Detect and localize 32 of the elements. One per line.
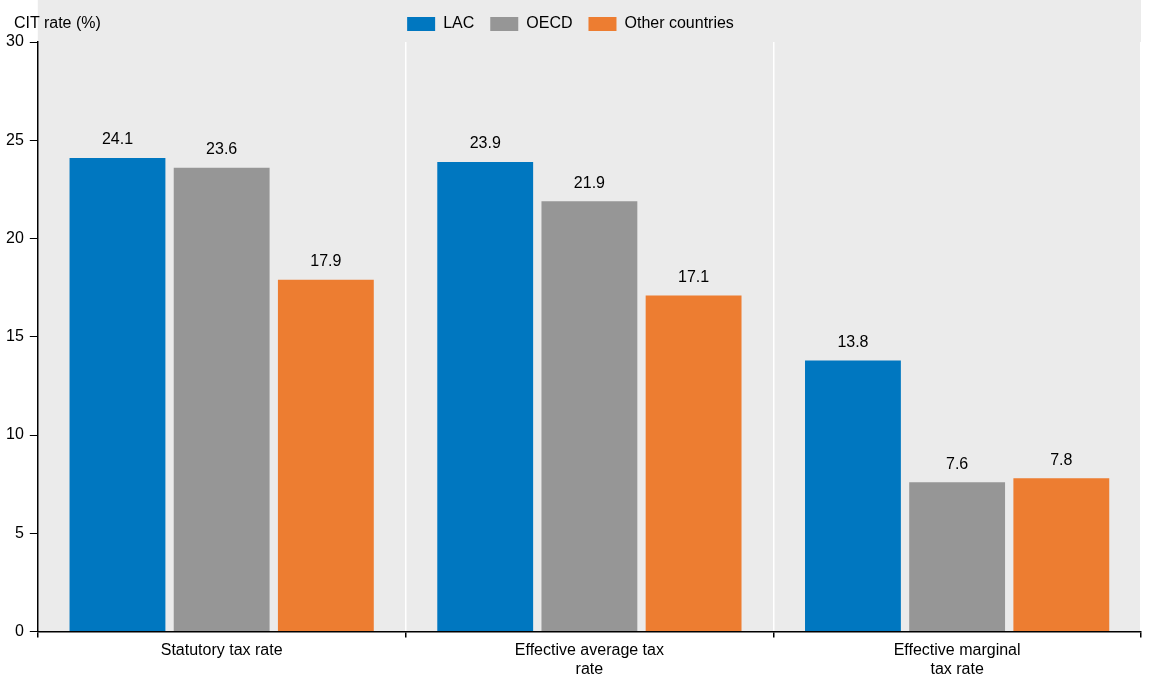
bar (69, 157, 166, 632)
data-label: 17.1 (678, 267, 710, 285)
y-tick-label: 5 (14, 523, 24, 541)
data-label: 7.8 (1050, 450, 1073, 468)
bar (805, 360, 901, 632)
x-tick-label: Effective average tax rate (514, 640, 664, 677)
x-tick-label: Statutory tax rate (160, 640, 283, 658)
y-tick-label: 20 (6, 228, 24, 246)
bar (1013, 478, 1110, 632)
data-label: 17.9 (310, 252, 342, 270)
y-tick-label: 0 (14, 622, 24, 640)
y-axis-title: CIT rate (%) (14, 14, 101, 32)
bar (173, 167, 270, 632)
data-label: 24.1 (101, 130, 134, 148)
data-label: 23.6 (206, 140, 238, 158)
data-label: 13.8 (837, 332, 869, 350)
bar (909, 482, 1006, 632)
data-label: 21.9 (573, 173, 606, 191)
bar (277, 279, 374, 632)
y-tick-label: 30 (6, 32, 24, 50)
bar (437, 161, 534, 632)
legend-label: LAC (443, 14, 475, 32)
bar (541, 201, 638, 632)
y-tick-label: 15 (6, 327, 24, 345)
y-tick-label: 10 (6, 425, 24, 443)
legend-label: OECD (526, 14, 573, 32)
bar (645, 295, 742, 632)
data-label: 7.6 (946, 454, 969, 472)
x-tick-label: Effective marginal tax rate (893, 640, 1021, 677)
y-tick-label: 25 (6, 130, 24, 148)
legend-label: Other countries (624, 14, 734, 32)
data-label: 23.9 (469, 134, 501, 152)
